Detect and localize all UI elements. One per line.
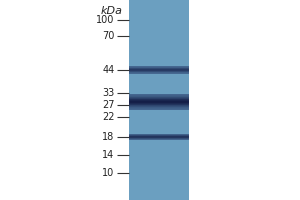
Bar (129, 107, 189, 108)
Text: kDa: kDa (101, 6, 123, 16)
Bar (129, 97, 189, 98)
Text: 22: 22 (102, 112, 115, 122)
Text: 14: 14 (102, 150, 115, 160)
Bar (129, 105, 189, 106)
Bar (129, 100, 189, 101)
Bar (129, 106, 189, 107)
Bar (129, 102, 189, 103)
Text: 44: 44 (102, 65, 115, 75)
Bar (129, 94, 189, 95)
Text: 27: 27 (102, 100, 115, 110)
Bar (129, 109, 189, 110)
Bar (129, 101, 189, 102)
Bar (129, 103, 189, 104)
Bar (129, 104, 189, 105)
Bar (129, 98, 189, 99)
Bar (129, 95, 189, 96)
Text: 10: 10 (102, 168, 115, 178)
Bar (129, 99, 189, 100)
Text: 18: 18 (102, 132, 115, 142)
Text: 33: 33 (102, 88, 115, 98)
Text: 70: 70 (102, 31, 115, 41)
Bar (129, 0, 189, 200)
Bar (129, 108, 189, 109)
Text: 100: 100 (96, 15, 115, 25)
Bar (129, 96, 189, 97)
